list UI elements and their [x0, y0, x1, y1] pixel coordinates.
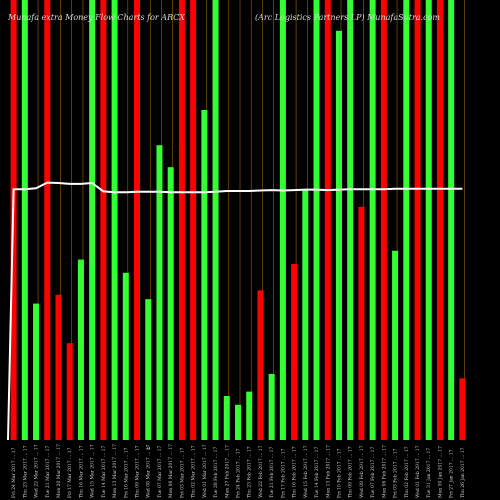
x-tick-label: Mon 13 Mar 2017 ... 17 — [112, 444, 118, 498]
x-tick-label: Mon 20 Mar 2017 ... 17 — [56, 444, 62, 498]
bar — [436, 0, 443, 440]
bar — [111, 0, 118, 440]
x-tick-label: Thu 23 Feb 2017 ... 17 — [247, 446, 253, 498]
x-tick-label: Tue 21 Feb 2017 ... 17 — [269, 447, 275, 498]
average-line — [7, 181, 463, 441]
x-tick-label: Fri 24 Mar 2017 ... 17 — [11, 447, 17, 498]
x-tick-label: Thu 26 Jan 2017 ... 17 — [460, 447, 466, 498]
x-tick-label: Wed 22 Feb 2017 ... 17 — [258, 445, 264, 498]
x-tick-label: Mon 06 Feb 2017 ... 17 — [381, 445, 387, 498]
bar — [55, 294, 62, 440]
bar — [369, 0, 376, 440]
x-tick-label: Thu 02 Mar 2017 ... 17 — [191, 445, 197, 498]
bar — [100, 0, 107, 440]
bar — [156, 145, 163, 440]
x-tick-label: Fri 10 Feb 2017 ... 17 — [336, 448, 342, 498]
x-axis-marker: 0 — [147, 446, 150, 452]
x-tick-label: Fri 17 Mar 2017 ... 17 — [67, 447, 73, 498]
bar — [302, 189, 309, 440]
x-tick-label: Mon 27 Feb 2017 ... 17 — [224, 445, 230, 498]
bar — [335, 30, 342, 441]
bar — [145, 299, 152, 440]
x-tick-label: Mon 30 Jan 2017 ... 17 — [437, 446, 443, 498]
x-tick-label: Fri 03 Feb 2017 ... 17 — [393, 448, 399, 498]
bar — [122, 272, 129, 440]
x-tick-label: Thu 09 Feb 2017 ... 17 — [348, 446, 354, 498]
x-tick-label: Thu 16 Mar 2017 ... 17 — [78, 445, 84, 498]
bar — [392, 250, 399, 440]
x-tick-label: Fri 24 Feb 2017 ... 17 — [236, 448, 242, 498]
x-tick-label: Fri 17 Feb 2017 ... 17 — [280, 448, 286, 498]
x-tick-label: Fri 03 Mar 2017 ... 17 — [179, 447, 185, 498]
bar — [33, 303, 40, 440]
x-tick-label: Wed 08 Mar 2017 ... 17 — [146, 444, 152, 498]
bar — [235, 404, 241, 440]
x-tick-label: Fri 10 Mar 2017 ... 17 — [123, 447, 129, 498]
x-tick-label: Mon 06 Mar 2017 ... 17 — [168, 444, 174, 498]
x-tick-labels: Fri 24 Mar 2017 ... 17 Thu 23 Mar 2017 ..… — [11, 444, 466, 498]
bar — [324, 0, 331, 440]
bar — [77, 259, 84, 440]
x-tick-label: Wed 22 Mar 2017 ... 17 — [34, 444, 40, 498]
bar — [380, 0, 387, 440]
x-tick-label: Tue 31 Jan 2017 ... 17 — [426, 448, 432, 498]
x-tick-label: Thu 23 Mar 2017 ... 17 — [22, 445, 28, 498]
x-tick-label: Thu 09 Mar 2017 ... 17 — [135, 445, 141, 498]
bar — [358, 206, 365, 440]
bar — [178, 0, 185, 440]
bar — [134, 0, 141, 440]
x-tick-label: Wed 08 Feb 2017 ... 17 — [359, 445, 365, 498]
x-tick-label: Mon 13 Feb 2017 ... 17 — [325, 445, 331, 498]
bar — [201, 110, 208, 440]
chart-title-left: Munafa extra Money Flow Charts for ARCX — [7, 13, 185, 22]
x-tick-label: Tue 14 Mar 2017 ... 17 — [101, 446, 107, 498]
x-tick-label: Fri 27 Jan 2017 ... 17 — [449, 449, 455, 498]
x-tick-label: Tue 07 Feb 2017 ... 17 — [370, 447, 376, 498]
x-tick-label: Wed 15 Feb 2017 ... 17 — [303, 445, 309, 498]
bar — [89, 0, 96, 440]
chart-title-right: (Arc Logistics Partners LP) MunafaSutra.… — [255, 13, 440, 22]
bar — [448, 0, 455, 440]
x-tick-label: Wed 01 Mar 2017 ... 17 — [202, 444, 208, 498]
x-tick-label: Thu 16 Feb 2017 ... 17 — [292, 446, 298, 498]
bar — [66, 343, 73, 440]
bar — [212, 0, 219, 440]
bar — [313, 0, 320, 440]
bar — [257, 290, 264, 440]
x-tick-label: Wed 15 Mar 2017 ... 17 — [90, 444, 96, 498]
bar — [347, 0, 354, 440]
bar — [268, 374, 275, 440]
x-tick-label: Thu 02 Feb 2017 ... 17 — [404, 446, 410, 498]
x-tick-label: Tue 14 Feb 2017 ... 17 — [314, 447, 320, 498]
average-line-path — [7, 181, 463, 441]
bar — [425, 0, 432, 440]
bar — [44, 0, 51, 440]
bar — [167, 167, 174, 440]
bar — [190, 0, 197, 440]
x-tick-label: Tue 21 Mar 2017 ... 17 — [45, 446, 51, 498]
x-tick-label: Tue 28 Feb 2017 ... 17 — [213, 447, 219, 498]
x-tick-label: Tue 07 Mar 2017 ... 17 — [157, 446, 163, 498]
bar — [223, 396, 230, 440]
bar — [459, 378, 466, 440]
bar — [279, 0, 286, 440]
bar — [246, 391, 253, 440]
bar — [414, 0, 421, 440]
x-tick-label: Wed 01 Feb 2017 ... 17 — [415, 445, 421, 498]
bar — [21, 0, 28, 440]
bar — [403, 0, 410, 440]
bar — [291, 264, 298, 440]
